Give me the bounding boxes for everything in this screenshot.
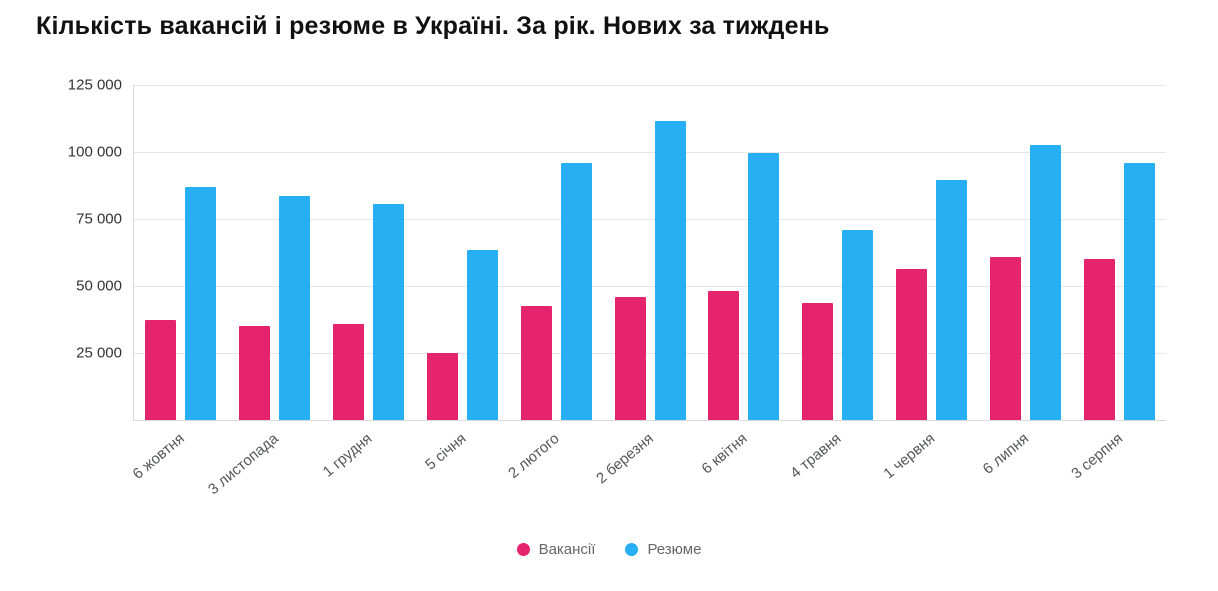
bar-vacancies[interactable] — [239, 326, 271, 420]
bar-resumes[interactable] — [466, 249, 498, 420]
bar-resumes[interactable] — [373, 204, 405, 420]
x-axis-label: 6 квітня — [698, 430, 751, 478]
x-axis-label: 1 грудня — [319, 430, 376, 481]
bar-vacancies[interactable] — [614, 296, 646, 420]
plot-area: 25 000 50 000 75 000 100 000 125 000 6 жовтня… — [68, 77, 1166, 498]
x-axis-label: 2 лютого — [505, 430, 564, 483]
bar-resumes[interactable] — [935, 180, 967, 420]
legend: Вакансії Резюме — [0, 541, 1218, 558]
y-axis-tick-label: 125 000 — [67, 76, 122, 94]
gridline — [134, 219, 1166, 220]
legend-item-vacancies[interactable]: Вакансії — [516, 541, 596, 558]
bar-vacancies[interactable] — [333, 323, 365, 420]
legend-label-resumes: Резюме — [647, 541, 702, 558]
legend-marker-vacancies-icon — [516, 543, 530, 556]
bar-vacancies[interactable] — [802, 303, 834, 420]
x-axis-label: 2 березня — [593, 430, 657, 488]
gridline — [134, 85, 1166, 86]
x-axis-label: 6 липня — [979, 430, 1033, 478]
bar-resumes[interactable] — [185, 186, 217, 420]
bar-resumes[interactable] — [279, 196, 311, 420]
y-axis-tick-label: 75 000 — [76, 210, 122, 228]
y-axis-tick-label: 50 000 — [76, 277, 122, 295]
legend-marker-resumes-icon — [625, 543, 639, 556]
gridline — [134, 353, 1166, 354]
bar-vacancies[interactable] — [989, 256, 1021, 420]
x-axis-label: 1 червня — [880, 430, 939, 483]
legend-item-resumes[interactable]: Резюме — [625, 541, 701, 558]
x-axis-label: 5 січня — [421, 430, 470, 474]
bar-resumes[interactable] — [748, 153, 780, 420]
bar-resumes[interactable] — [842, 229, 874, 420]
gridline — [134, 152, 1166, 153]
bar-resumes[interactable] — [1029, 145, 1061, 420]
bar-vacancies[interactable] — [895, 268, 927, 420]
y-axis-tick-label: 25 000 — [76, 344, 122, 362]
x-axis-label: 4 травня — [787, 430, 845, 482]
legend-label-vacancies: Вакансії — [538, 541, 596, 558]
y-axis-tick-label: 100 000 — [67, 143, 122, 161]
bar-resumes[interactable] — [1123, 162, 1155, 420]
bar-vacancies[interactable] — [426, 353, 458, 420]
x-axis-label: 3 серпня — [1068, 430, 1127, 483]
bar-vacancies[interactable] — [520, 306, 552, 420]
bar-vacancies[interactable] — [1083, 259, 1115, 420]
bar-resumes[interactable] — [560, 162, 592, 420]
gridline — [134, 286, 1166, 287]
x-axis-label: 3 листопада — [205, 430, 282, 499]
bar-resumes[interactable] — [654, 121, 686, 420]
bar-vacancies[interactable] — [145, 319, 177, 420]
bar-vacancies[interactable] — [708, 291, 740, 420]
chart-title: Кількість вакансій і резюме в Україні. З… — [36, 12, 830, 40]
x-axis-label: 6 жовтня — [129, 430, 188, 483]
